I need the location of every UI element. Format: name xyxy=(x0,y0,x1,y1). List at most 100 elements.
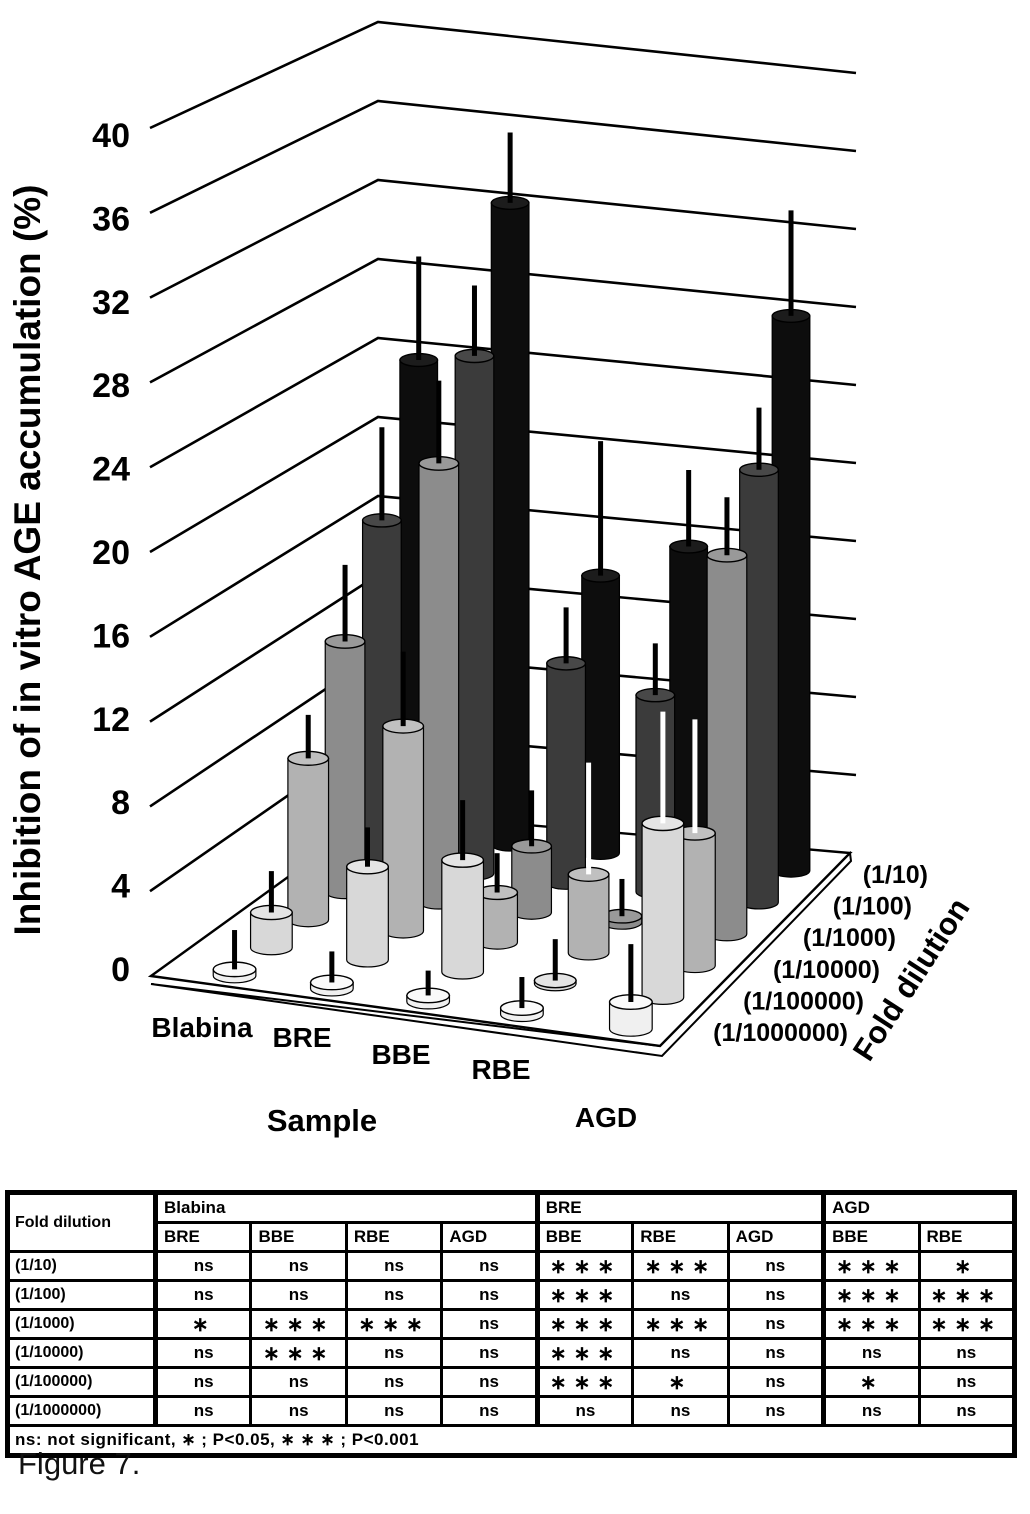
x-label-BRE: BRE xyxy=(272,1022,331,1053)
sig-cell-(1/1000000)-3: ns xyxy=(440,1395,539,1427)
sig-cell-(1/10)-8: ∗ xyxy=(917,1250,1016,1282)
gridline-24 xyxy=(149,336,857,469)
sig-cell-(1/10)-1: ns xyxy=(249,1250,348,1282)
chart-svg: 0 4 8 12 16 20 24 28 32 36 40 Inhibition of in vitr… xyxy=(7,20,977,1138)
y-tick-28: 28 xyxy=(92,367,130,405)
y-tick-8: 8 xyxy=(111,784,130,822)
x-label-Blabina: Blabina xyxy=(151,1012,253,1043)
y-tick-32: 32 xyxy=(92,284,130,322)
sig-cell-(1/1000)-7: ∗∗∗ xyxy=(821,1308,921,1340)
bar-Blabina-(1/10000) xyxy=(287,757,330,928)
sig-cell-(1/100000)-4: ∗∗∗ xyxy=(534,1366,635,1398)
sig-cell-(1/1000000)-6: ns xyxy=(726,1395,826,1427)
bar-BBE-(1/100000) xyxy=(441,859,485,980)
sig-cell-(1/10)-0: ns xyxy=(152,1250,253,1282)
sig-cell-(1/10000)-2: ns xyxy=(344,1337,444,1369)
bar-AGD-(1/100000) xyxy=(641,822,685,1005)
sub-header-AGD-RBE: RBE xyxy=(917,1221,1016,1253)
sig-cell-(1/1000)-3: ns xyxy=(440,1308,539,1340)
sig-cell-(1/1000)-2: ∗∗∗ xyxy=(344,1308,444,1340)
row-label-(1/100000): (1/100000) xyxy=(6,1366,157,1398)
sig-cell-(1/1000)-8: ∗∗∗ xyxy=(917,1308,1016,1340)
row-label-(1/100): (1/100) xyxy=(6,1279,157,1311)
sig-cell-(1/1000000)-5: ns xyxy=(631,1395,730,1427)
sig-cell-(1/100)-2: ns xyxy=(344,1279,444,1311)
sig-cell-(1/10)-2: ns xyxy=(344,1250,444,1282)
sub-header-Blabina-AGD: AGD xyxy=(440,1221,539,1253)
gridline-20 xyxy=(149,415,857,554)
sig-cell-(1/10)-3: ns xyxy=(440,1250,539,1282)
x-axis-title: Sample xyxy=(267,1103,377,1138)
row-label-(1/10): (1/10) xyxy=(6,1250,157,1282)
sig-cell-(1/100000)-6: ns xyxy=(726,1366,826,1398)
sig-cell-(1/10)-4: ∗∗∗ xyxy=(534,1250,635,1282)
gridline-40 xyxy=(149,20,857,130)
bar-AGD-(1/1000000) xyxy=(608,1001,653,1037)
sig-cell-(1/1000000)-1: ns xyxy=(249,1395,348,1427)
y-tick-12: 12 xyxy=(92,701,130,739)
figure-caption: Figure 7. xyxy=(18,1446,141,1481)
group-header-AGD: AGD xyxy=(821,1191,1016,1224)
z-label-(1/100): (1/100) xyxy=(833,893,912,921)
bar-BRE-(1/10000) xyxy=(382,725,425,939)
sig-cell-(1/10000)-5: ns xyxy=(631,1337,730,1369)
table-footnote: ns: not significant, ∗ ; P<0.05, ∗ ∗ ∗ ;… xyxy=(6,1424,1016,1457)
sig-cell-(1/10000)-8: ns xyxy=(917,1337,1016,1369)
sig-cell-(1/100000)-1: ns xyxy=(249,1366,348,1398)
row-label-(1/10000): (1/10000) xyxy=(6,1337,157,1369)
sig-cell-(1/1000)-5: ∗∗∗ xyxy=(631,1308,730,1340)
sig-cell-(1/10000)-4: ∗∗∗ xyxy=(534,1337,635,1369)
sub-header-Blabina-BBE: BBE xyxy=(249,1221,348,1253)
sig-cell-(1/100)-0: ns xyxy=(152,1279,253,1311)
bar-BRE-(1/1000) xyxy=(418,462,460,910)
gridline-28 xyxy=(149,257,857,384)
sig-cell-(1/100000)-0: ns xyxy=(152,1366,253,1398)
sig-cell-(1/100000)-7: ∗ xyxy=(821,1366,921,1398)
sig-cell-(1/100000)-5: ∗ xyxy=(631,1366,730,1398)
sig-cell-(1/10000)-6: ns xyxy=(726,1337,826,1369)
x-label-BBE: BBE xyxy=(371,1039,430,1070)
sig-cell-(1/1000)-6: ns xyxy=(726,1308,826,1340)
gridline-36 xyxy=(149,99,857,214)
sig-cell-(1/100)-5: ns xyxy=(631,1279,730,1311)
sig-cell-(1/100)-3: ns xyxy=(440,1279,539,1311)
chart-floor-slab xyxy=(150,850,853,1058)
z-label-(1/1000000): (1/1000000) xyxy=(713,1019,848,1047)
sig-cell-(1/10)-5: ∗∗∗ xyxy=(631,1250,730,1282)
sig-cell-(1/10000)-0: ns xyxy=(152,1337,253,1369)
sig-table: Fold dilution Blabina BRE AGD BRE BBE RBE AGD BB… xyxy=(5,1190,1017,1458)
sig-cell-(1/1000)-4: ∗∗∗ xyxy=(534,1308,635,1340)
y-tick-0: 0 xyxy=(111,951,130,989)
bar-BBE-(1/100) xyxy=(546,662,587,890)
bar-BRE-(1/100000) xyxy=(346,866,389,968)
z-label-(1/10000): (1/10000) xyxy=(773,956,880,984)
z-label-(1/100000): (1/100000) xyxy=(743,987,864,1015)
sub-header-BRE-BBE: BBE xyxy=(534,1221,635,1253)
y-tick-20: 20 xyxy=(92,534,130,572)
gridline-16 xyxy=(149,494,857,638)
z-label-(1/1000): (1/1000) xyxy=(803,924,896,952)
gridline-32 xyxy=(149,178,857,299)
y-tick-4: 4 xyxy=(111,868,130,906)
bar-BRE-(1/10) xyxy=(490,202,530,852)
sig-cell-(1/1000000)-4: ns xyxy=(534,1395,635,1427)
sub-header-BRE-RBE: RBE xyxy=(631,1221,730,1253)
bar-RBE-(1/10000) xyxy=(567,873,610,961)
sig-cell-(1/100)-7: ∗∗∗ xyxy=(821,1279,921,1311)
x-label-RBE: RBE xyxy=(471,1054,530,1085)
sig-cell-(1/10)-6: ns xyxy=(726,1250,826,1282)
sig-cell-(1/10000)-3: ns xyxy=(440,1337,539,1369)
group-header-BRE: BRE xyxy=(534,1191,826,1224)
sig-cell-(1/100)-6: ns xyxy=(726,1279,826,1311)
row-label-(1/1000000): (1/1000000) xyxy=(6,1395,157,1427)
sig-cell-(1/100)-4: ∗∗∗ xyxy=(534,1279,635,1311)
sig-cell-(1/10)-7: ∗∗∗ xyxy=(821,1250,921,1282)
sig-cell-(1/1000000)-2: ns xyxy=(344,1395,444,1427)
group-header-Blabina: Blabina xyxy=(153,1191,539,1224)
sig-cell-(1/1000000)-8: ns xyxy=(917,1395,1016,1427)
x-label-AGD: AGD xyxy=(575,1102,637,1133)
sig-cell-(1/1000)-1: ∗∗∗ xyxy=(249,1308,348,1340)
sig-cell-(1/100000)-8: ns xyxy=(917,1366,1016,1398)
sub-header-Blabina-RBE: RBE xyxy=(344,1221,444,1253)
y-axis-title: Inhibition of in vitro AGE accumulation … xyxy=(7,185,48,936)
